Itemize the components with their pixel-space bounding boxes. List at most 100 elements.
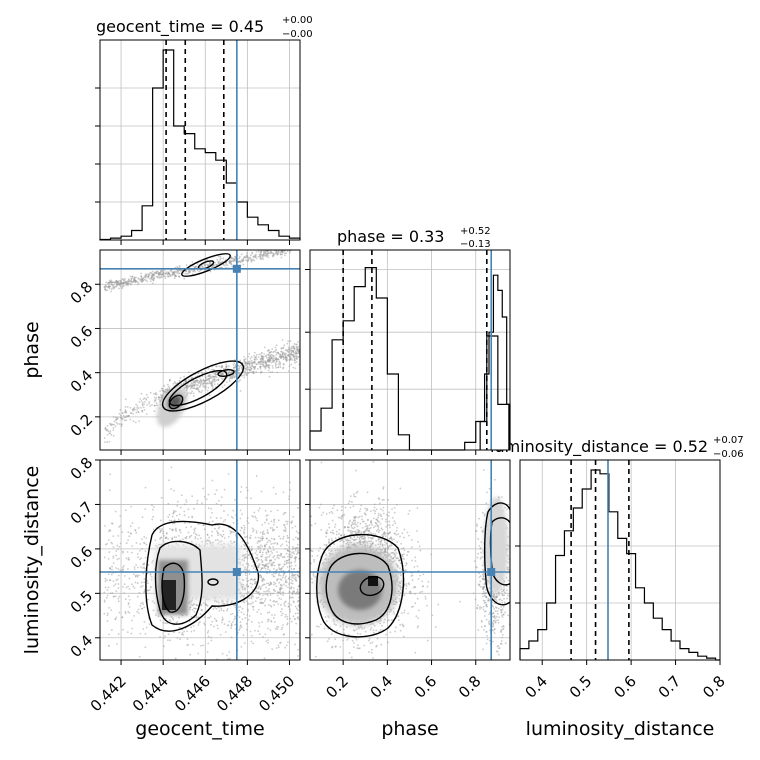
sample-point — [135, 276, 137, 279]
sample-point — [303, 349, 305, 351]
sample-point — [131, 522, 134, 525]
sample-point — [243, 374, 245, 377]
sample-point — [296, 350, 299, 353]
sample-point — [297, 340, 299, 343]
sample-point — [293, 560, 296, 563]
sample-point — [275, 360, 278, 363]
sample-point — [117, 548, 119, 551]
sample-point — [378, 630, 381, 633]
sample-point — [391, 508, 393, 510]
sample-point — [108, 287, 111, 290]
sample-point — [108, 551, 111, 553]
sample-point — [132, 410, 134, 412]
sample-point — [193, 530, 196, 532]
sample-point — [186, 630, 188, 633]
sample-point — [158, 396, 161, 399]
sample-point — [137, 608, 140, 611]
sample-point — [193, 384, 195, 387]
sample-point — [361, 526, 364, 529]
sample-point — [294, 576, 297, 579]
y-tick-label: 0.4 — [67, 366, 97, 396]
sample-point — [173, 277, 176, 279]
sample-point — [186, 384, 189, 387]
sample-point — [225, 263, 228, 266]
sample-point — [169, 639, 172, 642]
sample-point — [233, 258, 235, 261]
sample-point — [261, 551, 264, 554]
sample-point — [244, 362, 247, 365]
sample-point — [244, 616, 247, 619]
sample-point — [292, 600, 295, 603]
sample-point — [231, 542, 233, 545]
sample-point — [217, 255, 220, 258]
sample-point — [287, 555, 289, 558]
sample-point — [285, 358, 288, 361]
sample-point — [386, 524, 389, 527]
sample-point — [291, 576, 294, 579]
sample-point — [269, 594, 272, 596]
sample-point — [107, 573, 110, 576]
sample-point — [267, 522, 270, 525]
sample-point — [136, 582, 139, 585]
sample-point — [294, 350, 297, 353]
sample-point — [273, 604, 275, 606]
sample-point — [245, 252, 248, 255]
sample-point — [277, 591, 279, 594]
sample-point — [289, 488, 291, 491]
sample-point — [241, 555, 244, 557]
sample-point — [109, 422, 111, 425]
sample-point — [255, 475, 258, 477]
sample-point — [198, 270, 200, 273]
sample-point — [140, 272, 142, 275]
sample-point — [178, 384, 181, 387]
sample-point — [222, 530, 224, 533]
sample-point — [259, 366, 262, 368]
sample-point — [325, 554, 328, 556]
sample-point — [211, 386, 214, 389]
sample-point — [143, 578, 146, 580]
sample-point — [136, 407, 139, 409]
sample-point — [170, 466, 173, 469]
sample-point — [292, 345, 295, 348]
sample-point — [288, 553, 290, 556]
sample-point — [221, 652, 224, 655]
sample-point — [249, 630, 252, 633]
sample-point — [264, 367, 267, 370]
sample-point — [162, 636, 165, 639]
sample-point — [162, 530, 165, 533]
sample-point — [275, 647, 278, 649]
sample-point — [204, 376, 207, 379]
sample-point — [254, 582, 257, 585]
sample-point — [239, 517, 242, 520]
sample-point — [249, 556, 252, 559]
sample-point — [112, 562, 115, 564]
sample-point — [367, 536, 370, 539]
sample-point — [267, 641, 269, 644]
sample-point — [276, 526, 278, 529]
sample-point — [312, 572, 315, 575]
sample-point — [279, 563, 281, 566]
sample-point — [200, 265, 203, 268]
sample-point — [248, 573, 251, 576]
y-tick-label: 0.7 — [67, 498, 97, 528]
sample-point — [130, 583, 133, 586]
sample-point — [138, 549, 141, 552]
sample-point — [239, 255, 241, 258]
sample-point — [205, 385, 207, 388]
sample-point — [161, 543, 163, 546]
sample-point — [339, 516, 342, 519]
sample-point — [210, 639, 213, 642]
sample-point — [249, 582, 252, 585]
sample-point — [142, 406, 145, 409]
sample-point — [229, 532, 232, 535]
sample-point — [113, 423, 115, 426]
sample-point — [277, 250, 280, 253]
sample-point — [272, 486, 275, 489]
sample-point — [121, 412, 124, 414]
sample-point — [289, 246, 291, 248]
sample-point — [104, 580, 107, 583]
sample-point — [280, 357, 282, 360]
sample-point — [253, 259, 255, 262]
sample-point — [290, 568, 293, 570]
sample-point — [159, 636, 161, 638]
